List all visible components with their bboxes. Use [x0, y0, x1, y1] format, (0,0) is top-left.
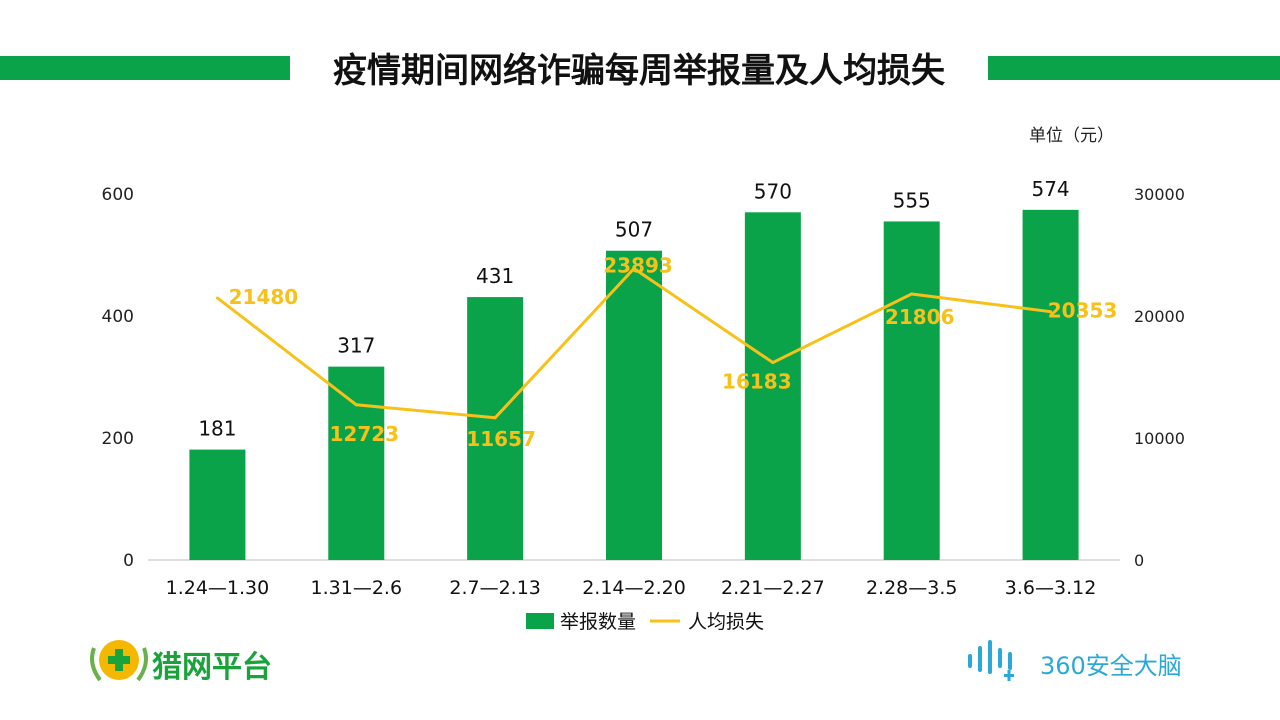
bar-value-label: 181: [198, 417, 236, 441]
bar: [744, 212, 801, 561]
legend-bar-swatch: [526, 613, 554, 629]
x-tick-label: 1.24—1.30: [166, 577, 270, 599]
line-value-label: 21480: [229, 285, 299, 309]
security-brain-logo-icon: [968, 640, 1014, 681]
bar-value-label: 555: [893, 188, 931, 212]
title-bar-right: [988, 56, 1280, 80]
bar: [883, 221, 940, 560]
y-left-tick-label: 0: [123, 551, 134, 571]
right-axis-unit: 单位（元）: [1029, 126, 1114, 146]
y-right-tick-label: 0: [1134, 551, 1144, 570]
line-point: [910, 292, 914, 296]
legend-line-label: 人均损失: [688, 611, 764, 633]
x-tick-label: 1.31—2.6: [311, 577, 403, 599]
logo-left-text: 猎网平台: [152, 650, 272, 685]
line-point: [215, 296, 219, 300]
title-bar-left: [0, 56, 290, 80]
bar-value-label: 431: [476, 264, 514, 288]
y-right-tick-label: 30000: [1134, 185, 1185, 204]
line-value-label: 11657: [466, 427, 536, 451]
bar: [606, 250, 662, 561]
line-value-label: 23893: [603, 254, 673, 278]
x-tick-label: 2.21—2.27: [721, 577, 825, 599]
x-tick-label: 3.6—3.12: [1005, 577, 1097, 599]
y-right-tick-label: 20000: [1134, 307, 1185, 326]
line-point: [632, 267, 636, 271]
y-left-tick-label: 600: [102, 185, 134, 205]
x-tick-label: 2.7—2.13: [449, 577, 541, 599]
y-left-tick-label: 400: [102, 307, 134, 327]
line-value-label: 20353: [1048, 299, 1118, 323]
legend-bar-label: 举报数量: [560, 611, 636, 633]
bar-value-label: 317: [337, 334, 375, 358]
bar: [189, 449, 246, 560]
bar: [328, 366, 385, 560]
bar-value-label: 570: [754, 179, 792, 203]
bar-value-label: 507: [615, 218, 653, 242]
chart-title: 疫情期间网络诈骗每周举报量及人均损失: [333, 51, 945, 91]
line-point: [1049, 310, 1053, 314]
bar-value-label: 574: [1031, 177, 1069, 201]
bar: [1022, 209, 1079, 561]
x-tick-label: 2.14—2.20: [582, 577, 686, 599]
bar: [467, 297, 524, 560]
line-value-label: 16183: [722, 370, 792, 394]
x-tick-label: 2.28—3.5: [866, 577, 958, 599]
line-value-label: 21806: [885, 305, 955, 329]
y-right-tick-label: 10000: [1134, 429, 1185, 448]
lieweang-logo-icon: [90, 640, 148, 682]
line-point: [354, 403, 358, 407]
logo-right-text: 360安全大脑: [1040, 652, 1182, 680]
y-left-tick-label: 200: [102, 429, 134, 449]
line-value-label: 12723: [329, 422, 399, 446]
line-point: [771, 361, 775, 365]
line-point: [493, 416, 497, 420]
